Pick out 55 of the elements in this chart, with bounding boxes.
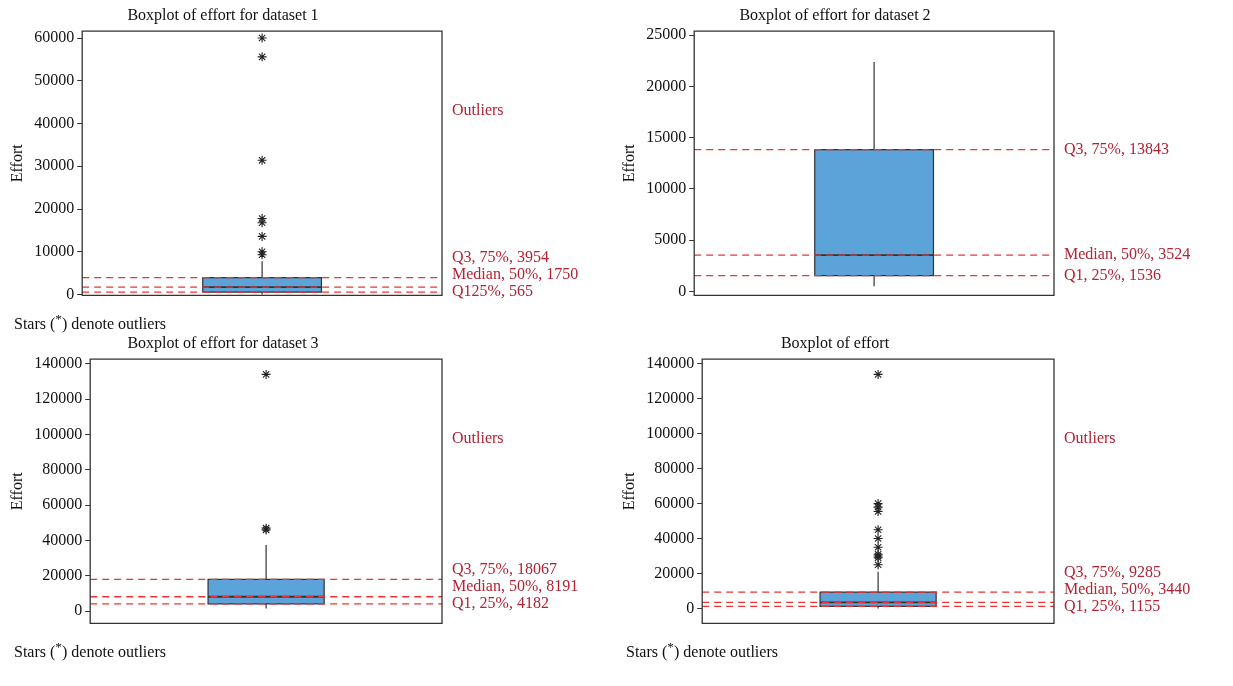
ref-line-label: Q1, 25%, 4182 [452, 594, 549, 612]
ref-line-label: Median, 50%, 1750 [452, 265, 579, 283]
y-tick-label: 5000 [654, 230, 687, 248]
y-tick-label: 20000 [646, 76, 687, 94]
y-tick-label: 80000 [654, 458, 695, 476]
ref-line-label: Q1, 25%, 1536 [1064, 265, 1161, 283]
y-tick-label: 60000 [42, 495, 83, 513]
chart-title: Boxplot of effort for dataset 3 [127, 333, 319, 352]
y-tick-label: 0 [74, 601, 83, 619]
ref-line-label: Median, 50%, 8191 [452, 577, 579, 595]
chart-title: Boxplot of effort for dataset 2 [739, 5, 931, 24]
ref-line-label: Q3, 75%, 3954 [452, 248, 549, 266]
y-tick-label: 50000 [34, 70, 75, 88]
ref-line-label: Median, 50%, 3524 [1064, 245, 1191, 263]
y-tick-label: 0 [678, 281, 687, 299]
y-tick-label: 10000 [34, 242, 75, 259]
y-tick-label: 40000 [34, 113, 75, 131]
y-axis-title: Effort [7, 143, 25, 183]
y-axis-title: Effort [7, 471, 25, 511]
ref-line-label: Median, 50%, 3440 [1064, 579, 1191, 597]
y-tick-label: 100000 [34, 424, 83, 442]
text: Outliers [452, 100, 504, 118]
y-tick-label: 140000 [34, 354, 83, 371]
y-tick-label: 40000 [42, 530, 83, 548]
y-tick-label: 20000 [42, 566, 83, 584]
y-axis-title: Effort [619, 143, 637, 183]
ref-line-label: Q1, 25%, 1155 [1064, 596, 1161, 614]
y-tick-label: 120000 [646, 389, 695, 407]
text: Outliers [1064, 428, 1116, 446]
y-tick-label: 120000 [34, 389, 83, 407]
ref-line-label: Q125%, 565 [452, 282, 533, 300]
text: Stars ($^{*}$) denote outliers [13, 310, 167, 335]
y-tick-label: 15000 [646, 127, 687, 145]
y-tick-label: 80000 [42, 460, 83, 478]
y-tick-label: 60000 [34, 28, 75, 46]
y-tick-label: 10000 [646, 179, 687, 197]
y-tick-label: 0 [66, 284, 75, 302]
y-tick-label: 60000 [654, 493, 695, 511]
y-tick-label: 25000 [646, 25, 687, 43]
y-tick-label: 140000 [646, 354, 695, 372]
y-tick-label: 20000 [34, 199, 75, 217]
ref-line-label: Q3, 75%, 9285 [1064, 562, 1161, 580]
ref-line-label: Q3, 75%, 13843 [1064, 139, 1169, 157]
y-tick-label: 30000 [34, 156, 75, 174]
y-tick-label: 20000 [654, 563, 695, 581]
y-tick-label: 0 [686, 598, 695, 616]
y-axis-title: Effort [619, 471, 637, 511]
text: Stars ($^{*}$) denote outliers [13, 638, 167, 663]
text: Stars ($^{*}$) denote outliers [625, 638, 779, 663]
chart-title: Boxplot of effort for dataset 1 [127, 5, 319, 24]
y-tick-label: 100000 [646, 423, 695, 441]
chart-title: Boxplot of effort [780, 333, 890, 352]
y-tick-label: 40000 [654, 528, 695, 546]
ref-line-label: Q3, 75%, 18067 [452, 560, 557, 578]
text: Outliers [452, 428, 504, 446]
